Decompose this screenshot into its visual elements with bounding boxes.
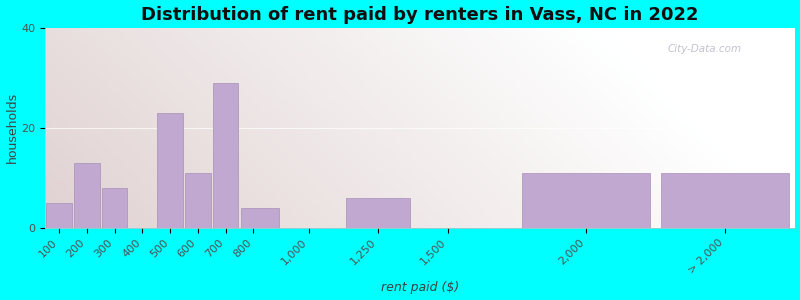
Bar (522, 173, 650, 228)
Bar (185, 173, 210, 228)
Bar (662, 173, 789, 228)
Bar (46, 203, 72, 228)
Bar (241, 208, 279, 228)
Bar (102, 188, 127, 228)
Y-axis label: households: households (6, 92, 18, 164)
Text: City-Data.com: City-Data.com (667, 44, 741, 54)
Bar (74, 163, 99, 228)
Bar (346, 198, 410, 228)
Bar (213, 83, 238, 228)
X-axis label: rent paid ($): rent paid ($) (381, 281, 459, 294)
Bar (158, 113, 183, 228)
Title: Distribution of rent paid by renters in Vass, NC in 2022: Distribution of rent paid by renters in … (141, 6, 698, 24)
